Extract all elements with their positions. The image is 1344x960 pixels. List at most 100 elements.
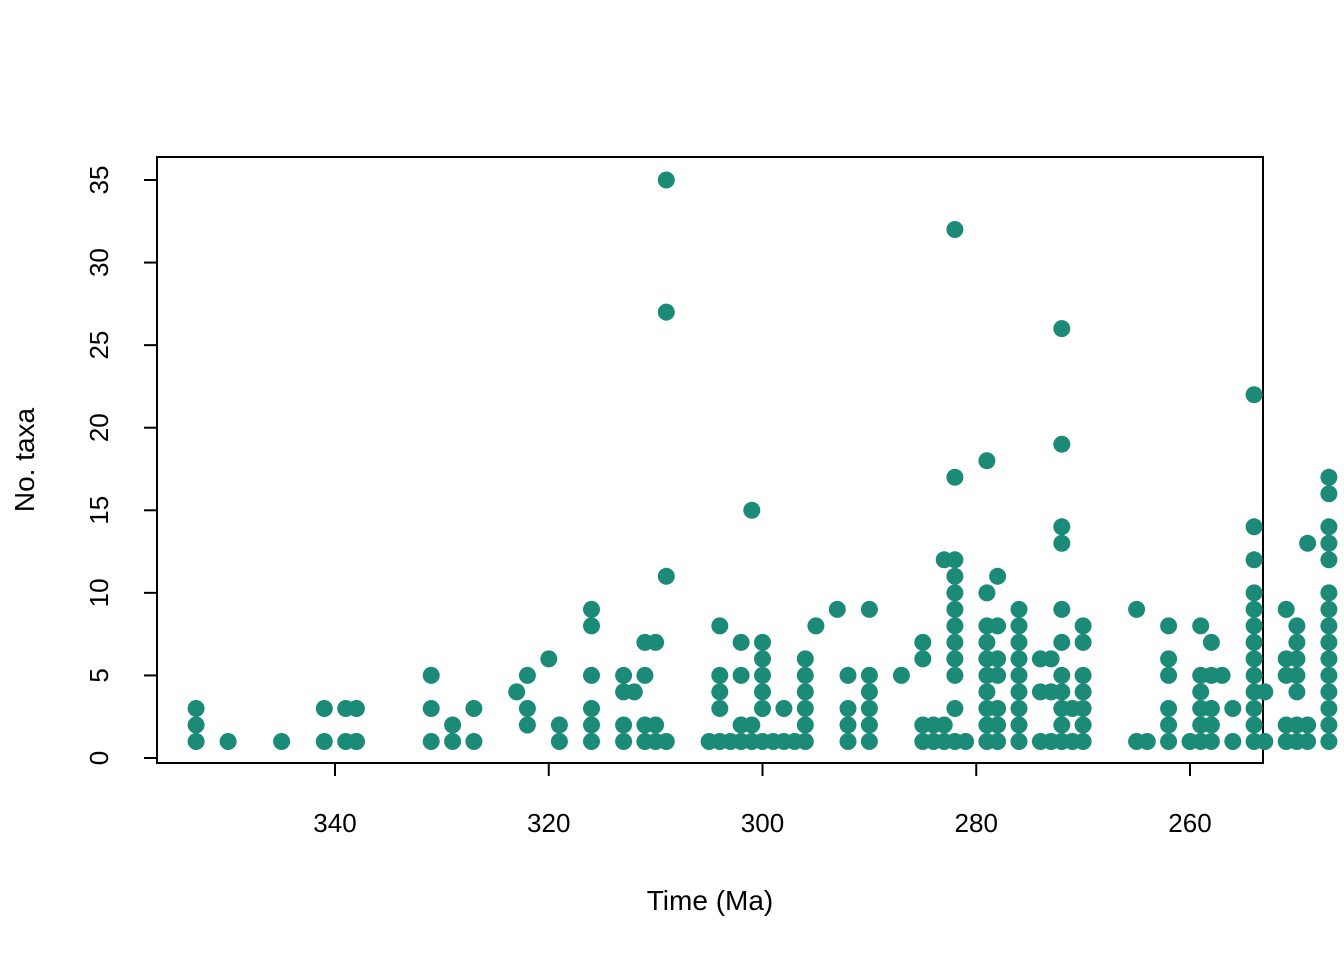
data-point (989, 567, 1007, 585)
data-point (1245, 551, 1263, 569)
data-point (647, 633, 665, 651)
data-point (1320, 650, 1338, 668)
data-point (1010, 700, 1028, 717)
data-point (946, 666, 964, 684)
data-point (839, 666, 857, 684)
data-point (615, 716, 633, 734)
data-point (315, 700, 333, 717)
data-point (1010, 600, 1028, 618)
data-point (1245, 650, 1263, 668)
data-point (796, 683, 814, 701)
data-point (187, 733, 205, 750)
y-tick-label: 30 (84, 248, 114, 277)
data-point (1160, 716, 1178, 734)
data-point (1245, 716, 1263, 734)
data-point (946, 617, 964, 635)
data-point (946, 650, 964, 668)
data-point (1256, 683, 1274, 701)
y-tick-label: 5 (84, 668, 114, 682)
data-point (1245, 518, 1263, 536)
data-point (946, 700, 964, 717)
data-point (625, 683, 643, 701)
data-point (711, 683, 729, 701)
data-point (1202, 633, 1220, 651)
data-point (583, 600, 600, 618)
x-tick-label: 300 (741, 808, 784, 838)
data-point (754, 683, 771, 701)
data-point (1074, 700, 1092, 717)
data-point (1245, 617, 1263, 635)
data-point (273, 733, 291, 750)
data-point (1010, 617, 1028, 635)
data-point (1192, 683, 1210, 701)
data-point (711, 617, 729, 635)
plot-frame (156, 156, 1264, 764)
data-points (187, 171, 1338, 750)
data-point (839, 733, 857, 750)
data-point (422, 666, 440, 684)
data-point (347, 733, 365, 750)
data-point (935, 716, 953, 734)
data-point (754, 700, 771, 717)
data-point (1053, 518, 1071, 536)
data-point (1320, 700, 1338, 717)
data-point (946, 567, 964, 585)
data-point (187, 700, 205, 717)
data-point (583, 716, 600, 734)
data-point (583, 733, 600, 750)
data-point (1053, 633, 1071, 651)
data-point (754, 666, 771, 684)
y-axis: 0 5 10 15 20 25 30 35 (84, 166, 158, 765)
x-axis-title: Time (Ma) (647, 885, 774, 916)
data-point (422, 700, 440, 717)
data-point (978, 452, 996, 470)
data-point (743, 501, 761, 519)
data-point (796, 666, 814, 684)
data-point (796, 716, 814, 734)
data-point (1245, 666, 1263, 684)
data-point (1320, 733, 1338, 750)
data-point (743, 716, 761, 734)
data-point (957, 733, 975, 750)
data-point (828, 600, 846, 618)
data-point (1288, 650, 1306, 668)
data-point (892, 666, 910, 684)
data-point (1224, 700, 1242, 717)
data-point (732, 666, 750, 684)
data-point (1053, 320, 1071, 338)
data-point (989, 617, 1007, 635)
data-point (1320, 716, 1338, 734)
data-point (1202, 733, 1220, 750)
data-point (1288, 633, 1306, 651)
data-point (989, 666, 1007, 684)
data-point (1053, 666, 1071, 684)
data-point (1256, 733, 1274, 750)
x-tick-label: 280 (955, 808, 998, 838)
data-point (711, 666, 729, 684)
data-point (1160, 700, 1178, 717)
data-point (946, 221, 964, 238)
data-point (444, 716, 462, 734)
data-point (1320, 683, 1338, 701)
data-point (1320, 485, 1338, 503)
data-point (946, 551, 964, 569)
data-point (1277, 600, 1295, 618)
data-point (1160, 617, 1178, 635)
data-point (796, 700, 814, 717)
data-point (1320, 600, 1338, 618)
data-point (550, 733, 568, 750)
data-point (1245, 584, 1263, 602)
data-point (978, 683, 996, 701)
data-point (946, 468, 964, 486)
data-point (914, 633, 932, 651)
data-point (1010, 633, 1028, 651)
data-point (796, 650, 814, 668)
data-point (550, 716, 568, 734)
data-point (860, 716, 878, 734)
data-point (839, 716, 857, 734)
data-point (187, 716, 205, 734)
y-tick-label: 10 (84, 578, 114, 607)
data-point (657, 303, 675, 321)
data-point (796, 733, 814, 750)
